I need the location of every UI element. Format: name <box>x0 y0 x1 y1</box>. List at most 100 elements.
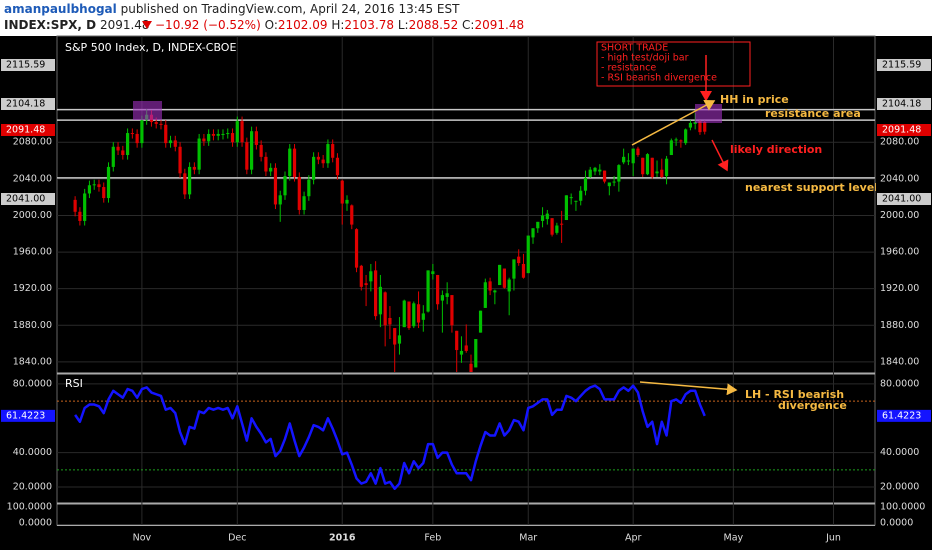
candle-body <box>636 148 640 156</box>
candle-body <box>431 271 435 275</box>
chart-title: S&P 500 Index, D, INDEX-CBOE <box>65 41 236 54</box>
candle-body <box>159 123 163 125</box>
axis-bg <box>0 36 56 526</box>
candle-body <box>478 310 483 333</box>
x-tick-label: 2016 <box>329 533 356 544</box>
y-tick-label: 1880.00 <box>13 320 52 331</box>
candle-body <box>302 196 306 210</box>
x-tick-label: Apr <box>625 533 642 544</box>
candle-body <box>221 133 225 135</box>
candle-body <box>493 290 497 293</box>
last: 2091.48 <box>100 18 150 32</box>
candle-body <box>402 300 406 328</box>
short-trade-line: SHORT TRADE <box>601 43 668 54</box>
candle-body <box>641 157 645 175</box>
candle-body <box>588 169 592 177</box>
level-tag-bg <box>1 59 55 71</box>
candle-body <box>421 313 425 320</box>
candle-body <box>416 304 421 323</box>
published: published on TradingView.com, April 24, … <box>121 2 461 16</box>
candle-body <box>612 181 616 183</box>
short-trade-line: - high test/doji bar <box>601 53 689 64</box>
lower-tick-label: 100.0000 <box>7 502 52 513</box>
candle-body <box>498 264 502 286</box>
candle-body <box>178 146 182 174</box>
candle-body <box>273 167 278 205</box>
candle-body <box>335 157 340 176</box>
candle-body <box>164 124 168 144</box>
short-trade-line: - RSI bearish divergence <box>601 73 717 84</box>
candle-body <box>660 169 664 177</box>
y-tick-label: 2000.00 <box>880 210 919 221</box>
candle-body <box>116 146 120 151</box>
x-tick-label: Jun <box>825 533 841 544</box>
candle-body <box>111 146 115 167</box>
candle-body <box>526 235 530 274</box>
candle-body <box>488 281 492 291</box>
candle-body <box>664 158 669 177</box>
header-line2: INDEX:SPX, D 2091.48 <box>4 18 150 32</box>
candle-body <box>350 205 354 225</box>
candle-body <box>617 165 621 182</box>
candle-body <box>278 195 282 205</box>
symbol: INDEX:SPX, D <box>4 18 96 32</box>
price-tag-bg <box>877 124 931 136</box>
candle-body <box>125 133 130 156</box>
candle-body <box>369 271 373 282</box>
y-tick-label: 1920.00 <box>880 283 919 294</box>
candle-body <box>321 159 325 164</box>
candle-body <box>216 133 220 136</box>
rsi-tag: 61.4223 <box>6 410 45 421</box>
candle-body <box>83 193 87 221</box>
candle-body <box>292 148 297 177</box>
candle-body <box>550 218 554 235</box>
candle-body <box>316 156 320 160</box>
candle-body <box>130 133 134 135</box>
candle-body <box>560 223 564 225</box>
candle-body <box>407 301 411 329</box>
level-tag-bg <box>877 98 931 110</box>
x-tick-label: Dec <box>228 533 246 544</box>
support-label: nearest support level <box>745 181 878 194</box>
price-tag: 2091.48 <box>6 125 45 136</box>
candle-body <box>383 292 387 326</box>
candle-body <box>230 133 235 143</box>
y-tick-label: 1840.00 <box>880 356 919 367</box>
candle-body <box>168 140 173 144</box>
candle-body <box>579 190 583 201</box>
rsi-tick-label: 80.0000 <box>880 378 919 389</box>
candle-body <box>512 259 516 279</box>
rsi-tick-label: 20.0000 <box>13 482 52 493</box>
candle-body <box>283 176 287 196</box>
candle-body <box>73 199 77 212</box>
candle-body <box>469 363 473 372</box>
candle-body <box>655 171 659 174</box>
candle-body <box>631 148 635 164</box>
x-tick-label: Feb <box>424 533 441 544</box>
candle-body <box>197 138 201 170</box>
price-tag: 2091.48 <box>882 125 921 136</box>
y-tick-label: 1960.00 <box>880 247 919 258</box>
level-tag: 2041.00 <box>882 194 921 205</box>
candle-body <box>684 129 688 144</box>
author[interactable]: amanpaulbhogal <box>4 2 117 16</box>
level-tag: 2115.59 <box>6 60 45 71</box>
level-tag-bg <box>1 98 55 110</box>
candle-body <box>679 140 683 142</box>
level-tag: 2115.59 <box>882 60 921 71</box>
candle-body <box>154 122 158 124</box>
price-tag-bg <box>1 124 55 136</box>
candle-body <box>645 154 650 175</box>
change: −10.92 (−0.52%) <box>155 18 261 32</box>
candle-body <box>521 263 526 278</box>
arrow <box>711 139 729 172</box>
candle-body <box>602 170 607 182</box>
candle-body <box>183 173 187 195</box>
x-tick-label: Mar <box>519 533 537 544</box>
candle-body <box>622 156 626 163</box>
candle-body <box>345 199 349 204</box>
candle-body <box>340 180 344 204</box>
candle-body <box>102 187 106 199</box>
rsi-tick-label: 40.0000 <box>13 447 52 458</box>
